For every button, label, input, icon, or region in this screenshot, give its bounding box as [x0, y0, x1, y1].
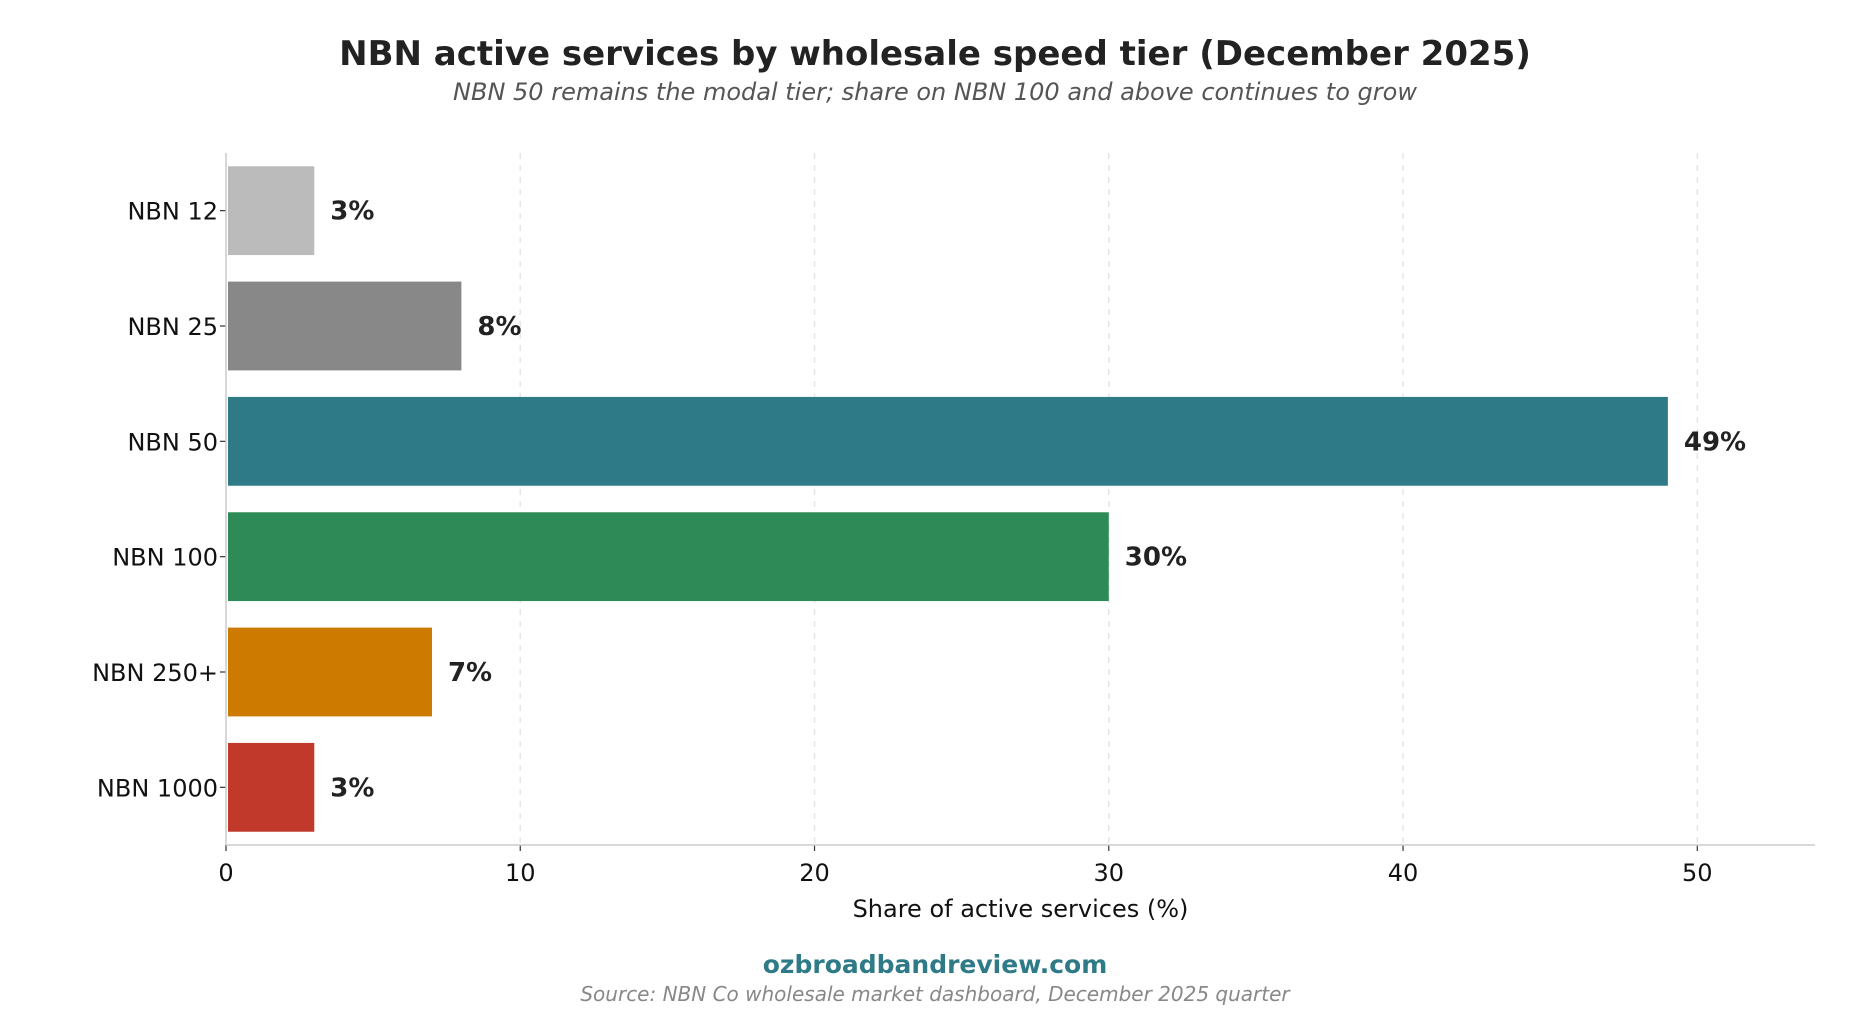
category-label: NBN 250+	[92, 659, 218, 687]
bar-nbn-100	[228, 512, 1109, 602]
data-label: 8%	[477, 312, 521, 342]
category-label: NBN 1000	[97, 774, 218, 802]
chart-subtitle: NBN 50 remains the modal tier; share on …	[453, 78, 1417, 106]
bar-nbn-1000	[228, 742, 315, 832]
data-label: 7%	[448, 658, 492, 688]
brand-footer[interactable]: ozbroadbandreview.com	[762, 950, 1108, 979]
x-tick-label: 40	[1388, 859, 1419, 887]
bar-nbn-50	[228, 396, 1668, 486]
category-label: NBN 12	[127, 198, 218, 226]
data-label: 3%	[330, 197, 374, 227]
source-note: Source: NBN Co wholesale market dashboar…	[580, 982, 1290, 1006]
x-tick-label: 0	[218, 859, 233, 887]
bar-nbn-25	[228, 281, 462, 371]
x-axis-title: Share of active services (%)	[853, 895, 1189, 923]
gridlines	[519, 153, 1699, 845]
bar-nbn-12	[228, 166, 315, 256]
x-tick-label: 50	[1682, 859, 1713, 887]
chart-title: NBN active services by wholesale speed t…	[339, 34, 1531, 74]
x-tick-label: 10	[505, 859, 536, 887]
category-label: NBN 50	[127, 428, 218, 456]
axes	[220, 153, 1815, 851]
data-label: 30%	[1125, 543, 1187, 573]
bars	[228, 166, 1668, 832]
labels: 0 10 20 30 40 50 NBN 12 3% NBN 25 8% NBN 50 49% NBN …	[92, 197, 1746, 923]
category-label: NBN 100	[112, 544, 218, 572]
data-label: 49%	[1684, 427, 1746, 457]
x-tick-label: 20	[799, 859, 830, 887]
x-tick-label: 30	[1094, 859, 1125, 887]
category-label: NBN 25	[127, 313, 218, 341]
data-label: 3%	[330, 773, 374, 803]
bar-nbn-250	[228, 627, 432, 717]
